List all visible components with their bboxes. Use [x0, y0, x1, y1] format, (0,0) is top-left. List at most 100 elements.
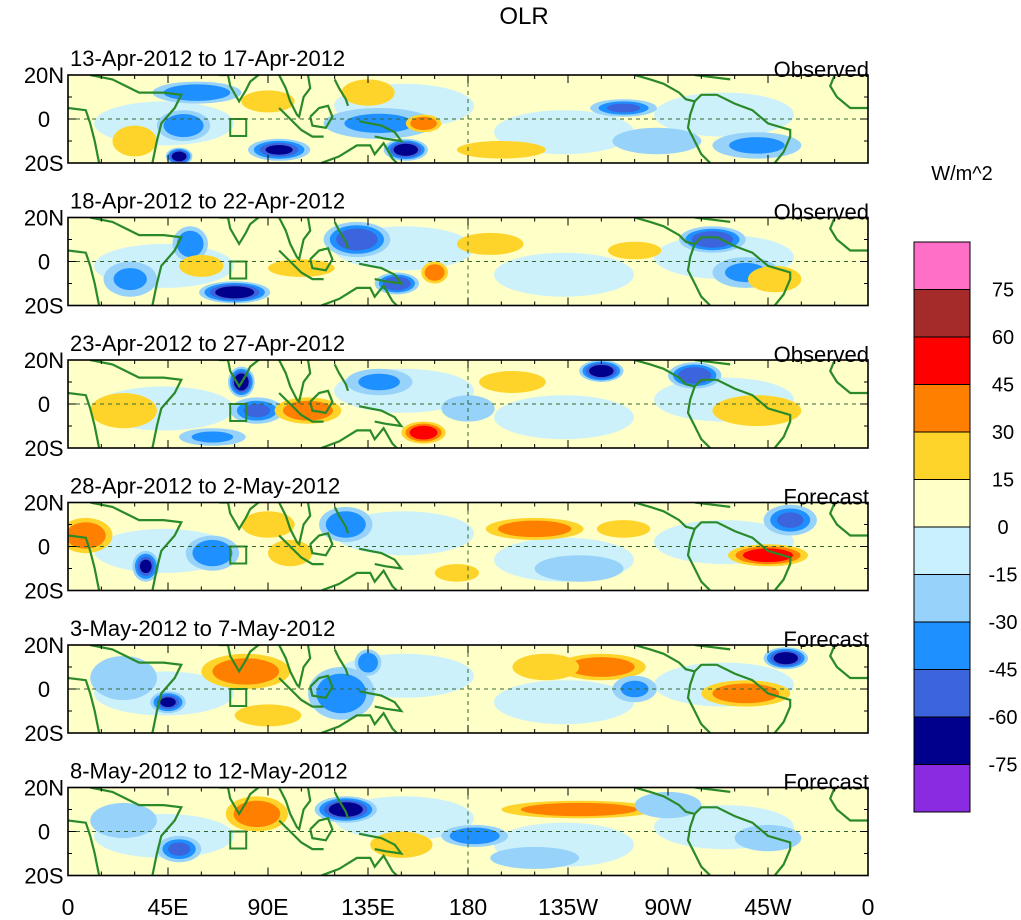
anomaly-contour [540, 805, 618, 814]
colorbar-tick-label: 15 [992, 470, 1014, 492]
coastline-segment [333, 221, 350, 249]
coastline-segment [219, 787, 261, 817]
panel-kind-label: Observed [774, 342, 869, 367]
latitude-label: 20N [24, 63, 64, 88]
anomaly-contour [344, 113, 414, 134]
coastline-segment [693, 806, 792, 876]
coastline-segment [309, 532, 334, 557]
anomaly-contour [618, 245, 652, 256]
longitude-label: 90E [248, 894, 289, 920]
coastline-segment [634, 502, 695, 530]
panel-period-label: 18-Apr-2012 to 22-Apr-2012 [70, 189, 345, 214]
coastline-segment [278, 75, 312, 119]
colorbar-swatch [913, 431, 971, 480]
coastline-segment [219, 75, 261, 104]
panel-kind-label: Forecast [783, 485, 869, 510]
coastline-segment [219, 360, 261, 389]
anomaly-contour [620, 680, 649, 698]
coastline-segment [333, 648, 350, 677]
coastline-segment [89, 217, 183, 306]
anomaly-contour [776, 512, 804, 528]
coastline-segment [89, 645, 183, 733]
anomaly-contour [120, 131, 149, 151]
coastline-segment [278, 677, 324, 708]
colorbar-tick-label: 75 [992, 280, 1014, 302]
anomaly-contour [413, 427, 434, 438]
map-panel: 23-Apr-2012 to 27-Apr-2012 Observed 20N 0 20… [24, 331, 869, 461]
coastline-segment [89, 502, 183, 591]
coastline-segment [278, 787, 312, 832]
anomaly-contour [606, 103, 641, 113]
anomaly-contour [428, 267, 442, 278]
anomaly-background-blob [494, 680, 634, 725]
anomaly-contour [102, 399, 145, 422]
anomaly-contour [332, 515, 360, 534]
coastline-segment [358, 547, 404, 570]
anomaly-contour [551, 560, 607, 577]
coastline-segment [309, 247, 334, 272]
longitude-label: 135E [341, 894, 395, 920]
latitude-label: 0 [38, 535, 50, 560]
panel-period-label: 3-May-2012 to 7-May-2012 [70, 616, 335, 641]
coastline-segment [309, 817, 334, 842]
chart-title: OLR [499, 3, 548, 30]
anomaly-field [94, 79, 802, 163]
coastline-segment [634, 360, 695, 388]
panel-kind-label: Observed [774, 200, 869, 225]
coastline-segment [686, 528, 711, 591]
anomaly-contour [647, 796, 689, 814]
anomaly-contour [491, 375, 534, 389]
colorbar-tick-label: 0 [997, 517, 1008, 539]
panel-kind-label: Observed [774, 57, 869, 82]
panel-kind-label: Forecast [783, 627, 869, 652]
longitude-axis: 0 45E 90E 135E 180 135W 90W 45W 0 [62, 894, 875, 920]
latitude-label: 0 [38, 392, 50, 417]
coastline-segment [68, 106, 101, 163]
anomaly-contour [443, 567, 471, 579]
latitude-label: 0 [38, 107, 50, 132]
longitude-label: 45E [148, 894, 189, 920]
coastline-segment [278, 217, 312, 262]
coastline-segment [278, 502, 312, 547]
anomaly-contour [381, 836, 421, 853]
colorbar-swatch [913, 526, 971, 575]
anomaly-contour [747, 829, 789, 847]
coastline-segment [686, 386, 711, 448]
coastlines [68, 787, 868, 876]
coastline-segment [634, 787, 695, 815]
colorbar-swatch [913, 384, 971, 433]
coastline-segment [68, 819, 101, 876]
coastline-segment [278, 645, 312, 689]
coastline-segment [358, 690, 404, 713]
coastline-segment [89, 75, 183, 163]
colorbar-swatch [913, 764, 971, 813]
coastline-segment [320, 283, 398, 306]
coastlines [68, 360, 868, 448]
coastline-segment [278, 392, 324, 423]
coastline-segment [68, 676, 101, 733]
coastline-segment [219, 645, 261, 674]
anomaly-contour [247, 708, 289, 723]
colorbar-swatch [913, 621, 971, 670]
longitude-label: 90W [644, 894, 692, 920]
coastline-segment [320, 711, 398, 733]
anomaly-contour [187, 259, 216, 273]
anomaly-contour [414, 119, 433, 128]
coastline-segment [686, 671, 711, 733]
coastline-segment [89, 787, 183, 876]
anomaly-contour [199, 544, 226, 562]
map-panel: 28-Apr-2012 to 2-May-2012 Forecast 20N 0 20S [24, 474, 869, 604]
anomaly-field [68, 504, 817, 582]
anomaly-contour [251, 516, 285, 533]
coastline-segment [278, 360, 312, 404]
anomaly-contour [723, 686, 768, 701]
anomaly-contour [776, 653, 795, 663]
coastline-segment [828, 645, 868, 680]
coastline-segment [309, 389, 334, 415]
anomaly-contour [683, 369, 707, 382]
anomaly-contour [265, 144, 293, 155]
anomaly-contour [139, 559, 152, 574]
anomaly-contour [220, 287, 249, 297]
coastline-segment [634, 75, 695, 103]
coastline-segment [686, 101, 711, 163]
